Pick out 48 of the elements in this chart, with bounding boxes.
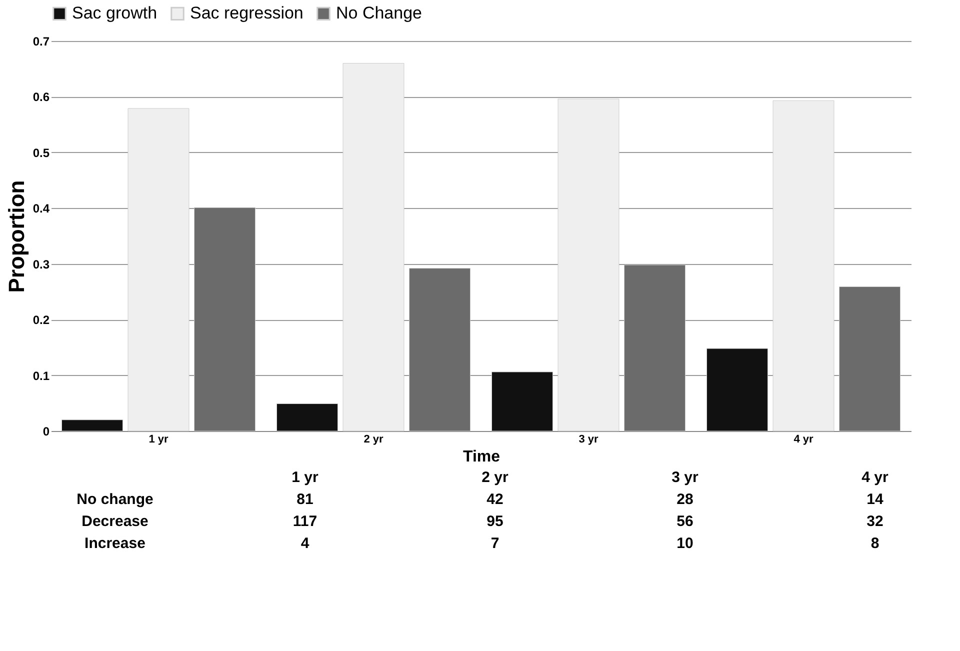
text: 95 <box>486 513 504 530</box>
bar <box>558 98 620 432</box>
text: 2 yr <box>480 469 510 486</box>
x-tick-label: 3 yr <box>578 434 599 446</box>
text: Decrease <box>80 513 150 530</box>
y-axis-title: Proportion <box>4 180 29 293</box>
bar <box>772 100 834 432</box>
legend-label: Sac regression <box>190 4 304 23</box>
bar <box>342 63 404 432</box>
y-tick-label: 0 <box>42 424 50 438</box>
text: 7 <box>490 535 500 552</box>
bar <box>492 372 553 432</box>
text: 81 <box>296 491 314 508</box>
y-tick-label: 0.4 <box>32 202 50 216</box>
bar <box>276 403 338 432</box>
text: 28 <box>676 491 694 508</box>
text: 8 <box>870 535 880 552</box>
bar <box>194 207 256 432</box>
bar <box>839 286 900 432</box>
bar <box>409 268 470 432</box>
text: Increase <box>84 535 146 552</box>
text: 4 <box>300 535 310 552</box>
x-tick-label: 1 yr <box>148 434 169 446</box>
text: 4 yr <box>860 469 890 486</box>
y-tick-label: 0.6 <box>32 90 50 104</box>
y-tick-label: 0.2 <box>32 313 50 328</box>
bar <box>62 420 123 432</box>
x-tick-label: 2 yr <box>364 434 384 446</box>
legend-label: No Change <box>336 4 422 23</box>
text: 32 <box>866 513 884 530</box>
text: 56 <box>676 513 694 530</box>
y-tick-label: 0.5 <box>32 146 50 160</box>
text: 10 <box>676 535 694 552</box>
text: 117 <box>292 513 318 530</box>
text: 1 yr <box>290 469 320 486</box>
x-tick-label: 4 yr <box>794 434 814 446</box>
y-tick-label: 0.7 <box>32 34 50 48</box>
text: 42 <box>486 491 504 508</box>
bar <box>706 348 768 432</box>
y-tick-label: 0.1 <box>32 368 50 383</box>
text: No change <box>76 491 154 508</box>
text: 3 yr <box>670 469 700 486</box>
bar <box>624 264 686 432</box>
legend-label: Sac growth <box>72 4 158 23</box>
y-tick-label: 0.3 <box>32 257 50 272</box>
x-axis-title: Time <box>462 448 500 466</box>
bar <box>128 108 190 432</box>
text: 14 <box>866 491 884 508</box>
